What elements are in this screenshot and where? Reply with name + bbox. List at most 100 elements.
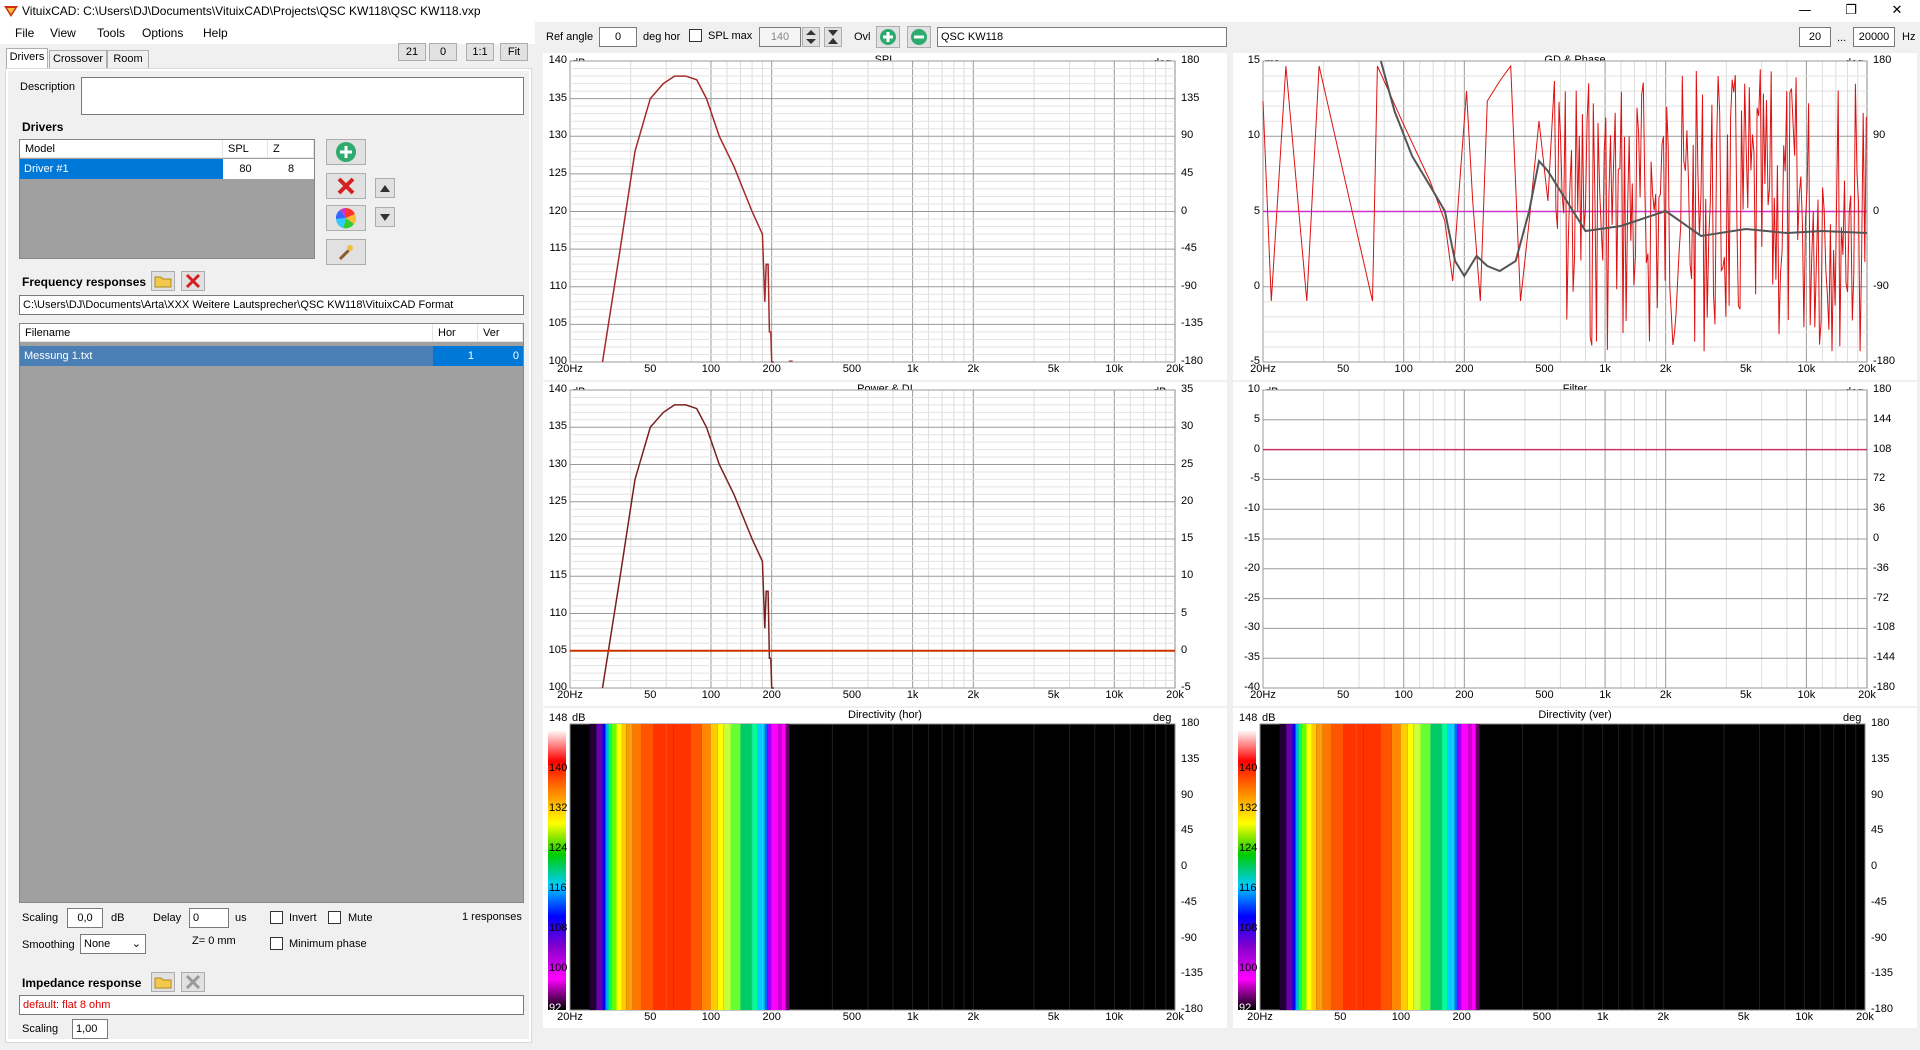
freq-min-input[interactable]: 20 <box>1799 27 1831 47</box>
freq-row-filename[interactable]: Messung 1.txt <box>20 346 433 366</box>
freq-header-ver[interactable]: Ver <box>478 324 523 342</box>
gd-phase-chart[interactable]: GD & Phasemsdeg151050-5180900-90-18020Hz… <box>1233 53 1917 380</box>
overlay-name-input[interactable]: QSC KW118 <box>937 27 1227 47</box>
drivers-list[interactable]: Model SPL Z Driver #1 80 8 <box>19 139 315 259</box>
open-freq-button[interactable] <box>151 271 175 291</box>
mute-checkbox[interactable] <box>328 911 341 924</box>
move-down-button[interactable] <box>375 207 395 227</box>
spl-max-checkbox[interactable] <box>689 29 702 42</box>
delay-input[interactable]: 0 <box>189 908 229 928</box>
tab-drivers[interactable]: Drivers <box>6 48 48 68</box>
freq-header-filename[interactable]: Filename <box>20 324 433 342</box>
driver-row-model[interactable]: Driver #1 <box>20 159 223 179</box>
freq-path-field[interactable]: C:\Users\DJ\Documents\Arta\XXX Weitere L… <box>19 295 524 315</box>
wizard-button[interactable] <box>326 239 366 265</box>
minimize-button[interactable]: — <box>1798 3 1812 18</box>
impedance-field[interactable]: default: flat 8 ohm <box>19 995 524 1015</box>
freq-row-hor[interactable]: 1 <box>433 346 478 366</box>
spl-max-input[interactable]: 140 <box>759 27 801 47</box>
spl-autoscale-button[interactable] <box>824 27 842 47</box>
plot-area[interactable] <box>543 53 1227 380</box>
impedance-scaling-input[interactable]: 1,00 <box>72 1019 108 1039</box>
add-driver-button[interactable] <box>326 139 366 165</box>
remove-impedance-button[interactable] <box>181 972 205 992</box>
zoom-value-1[interactable]: 21 <box>398 43 426 61</box>
driver-row-z[interactable]: 8 <box>268 159 314 179</box>
driver-color-button[interactable] <box>326 205 366 231</box>
ref-angle-label: Ref angle <box>546 31 594 43</box>
invert-checkbox[interactable] <box>270 911 283 924</box>
plot-area[interactable] <box>543 708 1227 1028</box>
remove-driver-button[interactable] <box>326 173 366 199</box>
driver-row-spl[interactable]: 80 <box>223 159 268 179</box>
remove-overlay-button[interactable] <box>907 26 931 48</box>
zoom-fit-button[interactable]: Fit <box>500 43 528 61</box>
menu-options[interactable]: Options <box>142 26 184 40</box>
directivity-band <box>1468 724 1472 1010</box>
freq-files-list[interactable]: Filename Hor Ver Messung 1.txt 1 0 <box>19 323 524 903</box>
y-tick-label: -40 <box>1244 681 1260 693</box>
freq-max-input[interactable]: 20000 <box>1853 27 1895 47</box>
minimum-phase-checkbox[interactable] <box>270 937 283 950</box>
plot-area[interactable] <box>1233 53 1917 380</box>
menu-tools[interactable]: Tools <box>97 26 126 40</box>
directivity-hor-chart[interactable]: Directivity (hor) dB deg 180 135 90 45 0 -45 -90 -… <box>543 708 1227 1028</box>
menu-view[interactable]: View <box>50 26 76 40</box>
zoom-value-2[interactable]: 0 <box>429 43 457 61</box>
directivity-band <box>767 724 772 1010</box>
y-tick-label: 135 <box>548 91 567 104</box>
color-scale-label: 148 <box>549 712 568 724</box>
zoom-1to1-button[interactable]: 1:1 <box>466 43 494 61</box>
color-scale-bar <box>1238 730 1256 1010</box>
plot-area[interactable] <box>1233 708 1917 1028</box>
y2-tick-label: -90 <box>1871 931 1887 944</box>
y-tick-label: 0 <box>1253 442 1260 455</box>
description-input[interactable] <box>81 77 524 115</box>
x-tick-label: 200 <box>762 363 781 375</box>
smoothing-select[interactable]: None ⌄ <box>80 934 146 954</box>
spl-max-spinner[interactable] <box>802 27 820 47</box>
x-tick-label: 10k <box>1105 363 1124 375</box>
x-tick-label: 50 <box>1334 1011 1347 1023</box>
plot-area[interactable] <box>543 382 1227 706</box>
directivity-band <box>641 724 654 1010</box>
plot-area[interactable] <box>1233 382 1917 706</box>
y2-tick-label: -45 <box>1181 895 1197 908</box>
menu-file[interactable]: File <box>15 26 35 40</box>
freq-row-ver[interactable]: 0 <box>478 346 523 366</box>
tab-room[interactable]: Room <box>107 50 149 68</box>
drivers-header-z[interactable]: Z <box>268 140 314 158</box>
directivity-ver-chart[interactable]: Directivity (ver) dB deg 180 135 90 45 0 -45 -90 -… <box>1233 708 1917 1028</box>
ref-angle-input[interactable]: 0 <box>599 27 637 47</box>
freq-header-hor[interactable]: Hor <box>433 324 478 342</box>
x-tick-label: 10k <box>1797 363 1816 375</box>
open-impedance-button[interactable] <box>151 972 175 992</box>
x-tick-label: 2k <box>1659 363 1672 375</box>
drivers-header-model[interactable]: Model <box>20 140 223 158</box>
drivers-header-spl[interactable]: SPL <box>223 140 268 158</box>
scaling-unit: dB <box>111 912 125 924</box>
hz-label: Hz <box>1902 31 1916 43</box>
scaling-input[interactable]: 0,0 <box>67 908 103 928</box>
remove-freq-button[interactable] <box>181 271 205 291</box>
power-di-chart[interactable]: Power & DIdBdB14013513012512011511010510… <box>543 382 1227 706</box>
menu-help[interactable]: Help <box>203 26 228 40</box>
y2-tick-label: 90 <box>1871 788 1884 801</box>
y-unit-right: deg <box>1153 712 1172 724</box>
chart-title: Directivity (ver) <box>1538 709 1612 721</box>
tab-crossover[interactable]: Crossover <box>49 50 107 68</box>
y-tick-label: 105 <box>548 643 567 656</box>
spl-chart[interactable]: SPLdBdeg14013513012512011511010510018013… <box>543 53 1227 380</box>
x-tick-label: 500 <box>1535 689 1554 701</box>
directivity-band <box>785 724 790 1010</box>
triangle-up-icon <box>380 185 390 192</box>
move-up-button[interactable] <box>375 178 395 198</box>
directivity-band <box>717 724 724 1010</box>
close-button[interactable]: ✕ <box>1891 3 1903 18</box>
filter-chart[interactable]: FilterdBdeg1050-5-10-15-20-25-30-35-4018… <box>1233 382 1917 706</box>
add-overlay-button[interactable] <box>876 26 900 48</box>
y2-tick-label: 5 <box>1181 606 1188 619</box>
maximize-button[interactable]: ❐ <box>1845 3 1857 18</box>
x-tick-label: 5k <box>1047 1011 1060 1023</box>
y2-tick-label: 10 <box>1181 569 1194 582</box>
